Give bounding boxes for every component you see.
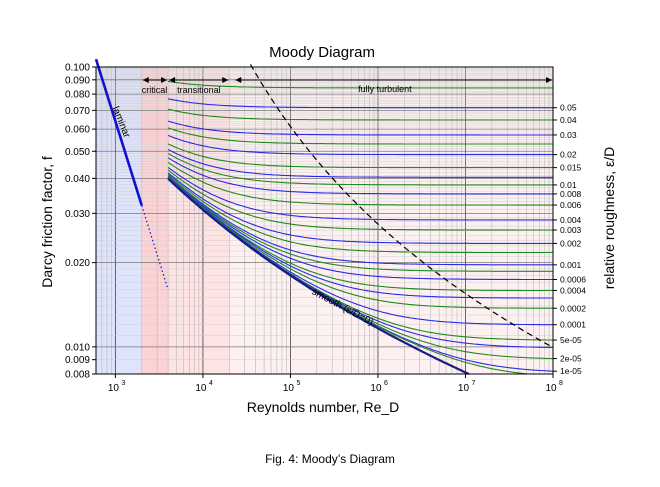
laminar-line: [94, 58, 144, 206]
arrow-head-left: [142, 77, 149, 83]
laminar-extension: [141, 205, 169, 290]
y-tick-label: 0.100: [65, 63, 90, 74]
roughness-label: 0.015: [560, 163, 582, 173]
roughness-label: 0.006: [560, 200, 582, 210]
y-tick-label: 0.080: [65, 90, 90, 101]
roughness-curve: [167, 166, 553, 221]
roughness-curve: [167, 153, 553, 186]
roughness-curve: [167, 169, 553, 231]
roughness-label: 0.01: [560, 180, 577, 190]
x-tick-exponent: 3: [121, 380, 125, 387]
arrow-head-right: [161, 77, 168, 83]
roughness-label: 0.04: [560, 115, 577, 125]
roughness-curve: [167, 175, 554, 272]
x-tick-label: 10: [195, 383, 207, 394]
x-tick-label: 10: [458, 383, 470, 394]
roughness-curve: [167, 161, 553, 206]
roughness-curve: [167, 177, 554, 309]
x-tick-exponent: 6: [384, 380, 388, 387]
roughness-curve: [167, 134, 553, 156]
arrow-head-left: [169, 77, 176, 83]
roughness-label: 0.004: [560, 215, 582, 225]
region-shading: [96, 67, 553, 374]
roughness-label: 0.008: [560, 189, 582, 199]
y-axis-label: Darcy friction factor, f: [39, 156, 55, 288]
roughness-curve: [167, 149, 553, 178]
y-tick-label: 0.008: [65, 370, 90, 381]
roughness-label: 2e-05: [560, 354, 582, 364]
transitional-label: transitional: [177, 85, 221, 95]
roughness-label: 0.003: [560, 225, 582, 235]
x-tick-exponent: 7: [472, 380, 476, 387]
plot-frame: [95, 66, 554, 375]
y-tick-label: 0.090: [65, 75, 90, 86]
roughness-label: 0.0001: [560, 320, 586, 330]
y-tick-label: 0.030: [65, 209, 90, 220]
region-laminar: [96, 67, 142, 374]
region-critical: [141, 67, 169, 374]
arrow-head-right: [546, 77, 552, 83]
roughness-label: 0.03: [560, 130, 577, 140]
roughness-curve: [167, 157, 553, 195]
x-tick-exponent: 4: [209, 380, 213, 387]
y-tick-label: 0.040: [65, 174, 90, 185]
y-tick-label: 0.009: [65, 355, 90, 366]
fully-turbulent-label: fully turbulent: [358, 84, 412, 94]
roughness-label: 0.001: [560, 260, 582, 270]
x-tick-exponent: 5: [296, 380, 300, 387]
roughness-curve: [167, 173, 553, 254]
roughness-label: 0.05: [560, 103, 577, 113]
y-tick-label: 0.060: [65, 125, 90, 136]
critical-label: critical: [142, 85, 168, 95]
y-tick-label: 0.010: [65, 342, 90, 353]
x-tick-label: 10: [108, 383, 120, 394]
roughness-curve: [167, 175, 553, 266]
y-tick-label: 0.050: [65, 147, 90, 158]
smooth-curve: [167, 177, 470, 375]
roughness-label: 1e-05: [560, 366, 582, 376]
chart-title: Moody Diagram: [269, 44, 375, 61]
y-tick-label: 0.070: [65, 106, 90, 117]
roughness-curve: [167, 98, 553, 109]
right-axis-label: relative roughness, ε/D: [601, 147, 617, 289]
fully-rough-boundary: [249, 64, 552, 347]
roughness-curve: [167, 177, 553, 299]
roughness-label: 0.002: [560, 238, 582, 248]
roughness-curves: [167, 80, 554, 375]
x-tick-label: 10: [545, 383, 557, 394]
region-fully-turbulent: [229, 67, 553, 374]
roughness-curve: [168, 80, 553, 89]
roughness-curve: [167, 120, 553, 136]
x-axis-label: Reynolds number, Re_D: [247, 399, 400, 415]
roughness-curve: [167, 143, 553, 169]
x-axis-ticks: 10 3 10 4 10 5 10 6 10 7 10 8: [108, 374, 563, 394]
roughness-label: 0.0006: [560, 274, 586, 284]
arrow-head-right: [222, 77, 229, 83]
roughness-label: 5e-05: [560, 335, 582, 345]
figure-caption: Fig. 4: Moody’s Diagram: [265, 452, 395, 466]
roughness-curve: [167, 176, 553, 281]
y-tick-label: 0.020: [65, 258, 90, 269]
x-tick-label: 10: [370, 383, 382, 394]
roughness-curve: [167, 176, 553, 292]
x-tick-exponent: 8: [559, 380, 563, 387]
roughness-curve: [167, 172, 553, 244]
roughness-curve: [167, 108, 553, 121]
roughness-curve: [167, 127, 553, 145]
arrow-head-left: [235, 77, 242, 83]
roughness-label: 0.0004: [560, 286, 586, 296]
roughness-label: 0.0002: [560, 303, 586, 313]
roughness-label: 0.02: [560, 150, 577, 160]
x-tick-label: 10: [283, 383, 295, 394]
